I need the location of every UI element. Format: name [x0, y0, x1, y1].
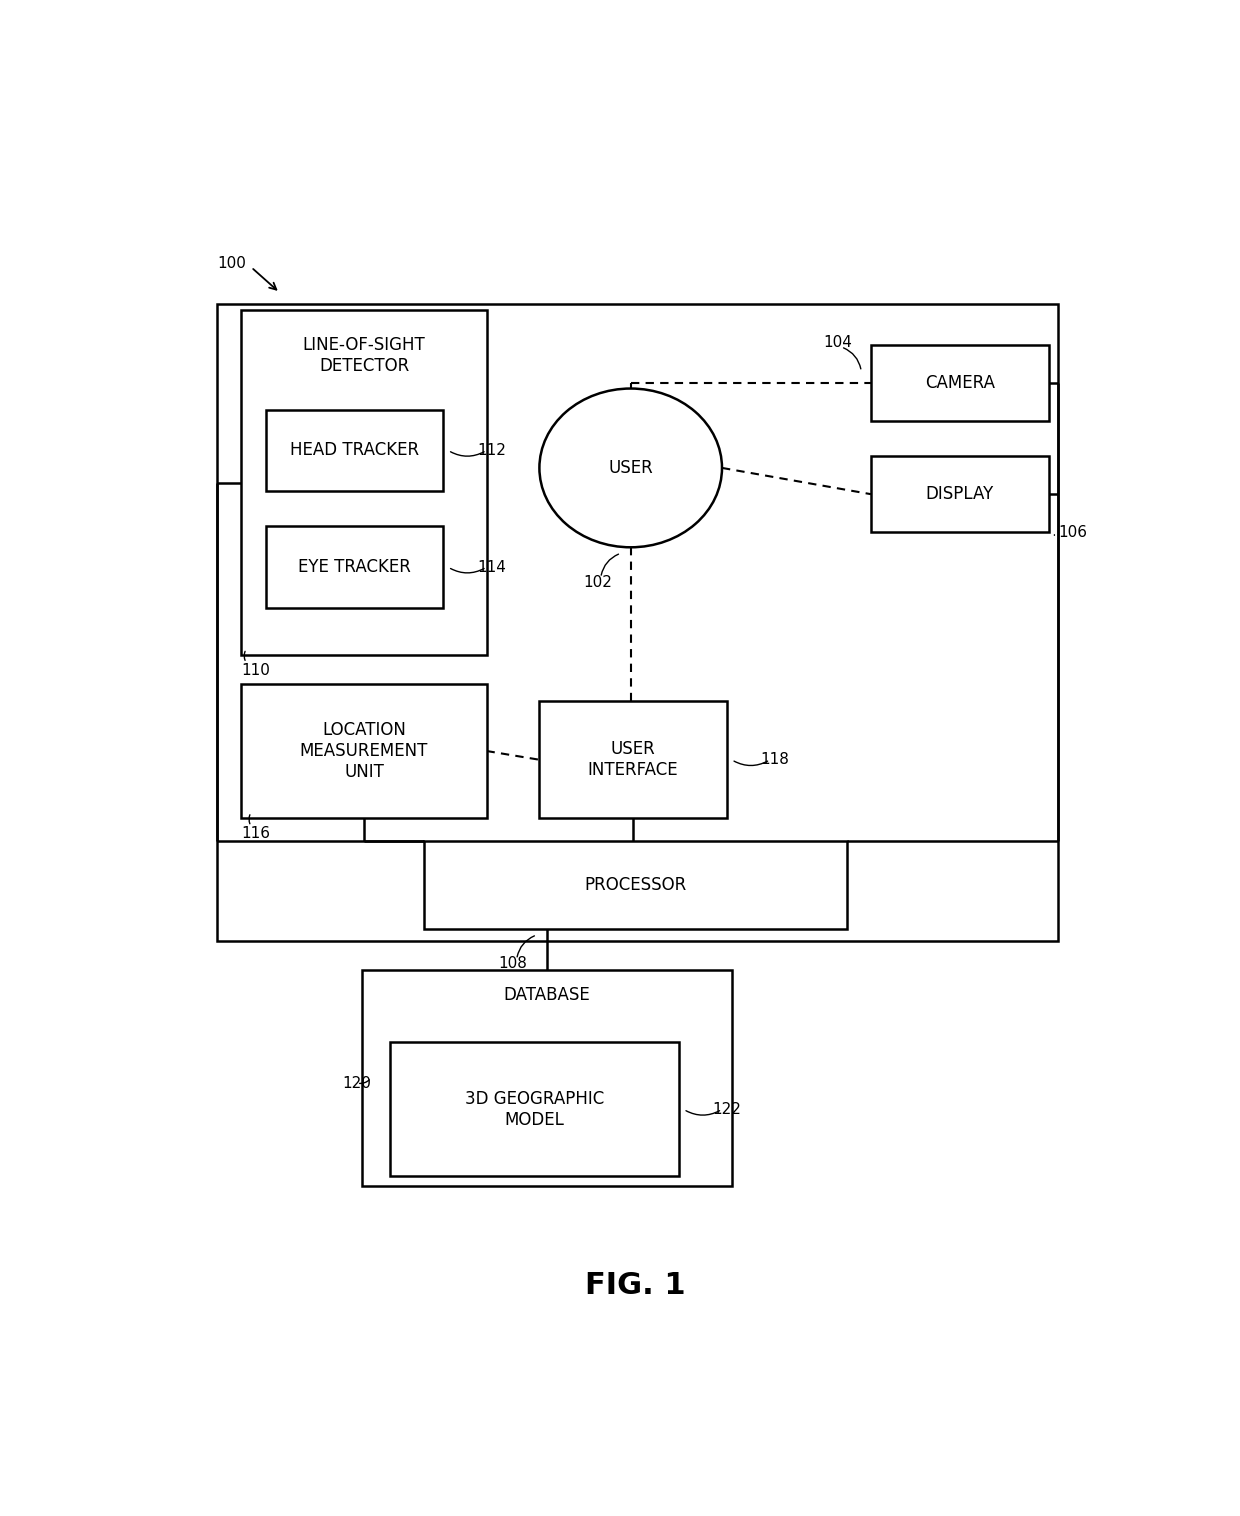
Text: 3D GEOGRAPHIC
MODEL: 3D GEOGRAPHIC MODEL: [465, 1090, 604, 1129]
Bar: [870, 346, 1049, 421]
Text: LINE-OF-SIGHT
DETECTOR: LINE-OF-SIGHT DETECTOR: [303, 337, 425, 374]
Text: 114: 114: [477, 559, 506, 575]
Bar: [242, 684, 486, 819]
Bar: [391, 1041, 678, 1176]
Text: 120: 120: [342, 1075, 371, 1090]
Text: DATABASE: DATABASE: [503, 987, 590, 1004]
Ellipse shape: [539, 388, 722, 547]
Text: 102: 102: [583, 575, 611, 590]
Bar: [242, 311, 486, 655]
Text: FIG. 1: FIG. 1: [585, 1270, 686, 1299]
Text: PROCESSOR: PROCESSOR: [584, 876, 687, 894]
Text: USER
INTERFACE: USER INTERFACE: [588, 740, 678, 779]
Bar: [362, 970, 732, 1186]
Text: EYE TRACKER: EYE TRACKER: [298, 558, 410, 576]
Text: 108: 108: [498, 957, 528, 972]
Bar: [424, 841, 847, 929]
Text: CAMERA: CAMERA: [925, 374, 994, 393]
Text: DISPLAY: DISPLAY: [926, 485, 994, 503]
Text: USER: USER: [609, 459, 653, 478]
Bar: [265, 409, 444, 491]
Bar: [870, 456, 1049, 532]
Bar: [217, 305, 1058, 940]
Text: 116: 116: [242, 826, 270, 841]
Bar: [265, 526, 444, 608]
Text: 112: 112: [477, 443, 506, 458]
Bar: [539, 702, 727, 819]
Text: HEAD TRACKER: HEAD TRACKER: [290, 441, 419, 459]
Text: LOCATION
MEASUREMENT
UNIT: LOCATION MEASUREMENT UNIT: [300, 722, 428, 781]
Text: 100: 100: [217, 256, 247, 271]
Text: 104: 104: [823, 335, 852, 350]
Text: 118: 118: [760, 752, 790, 767]
Text: 122: 122: [712, 1102, 742, 1117]
Text: 110: 110: [242, 662, 270, 678]
Text: 106: 106: [1058, 525, 1087, 540]
